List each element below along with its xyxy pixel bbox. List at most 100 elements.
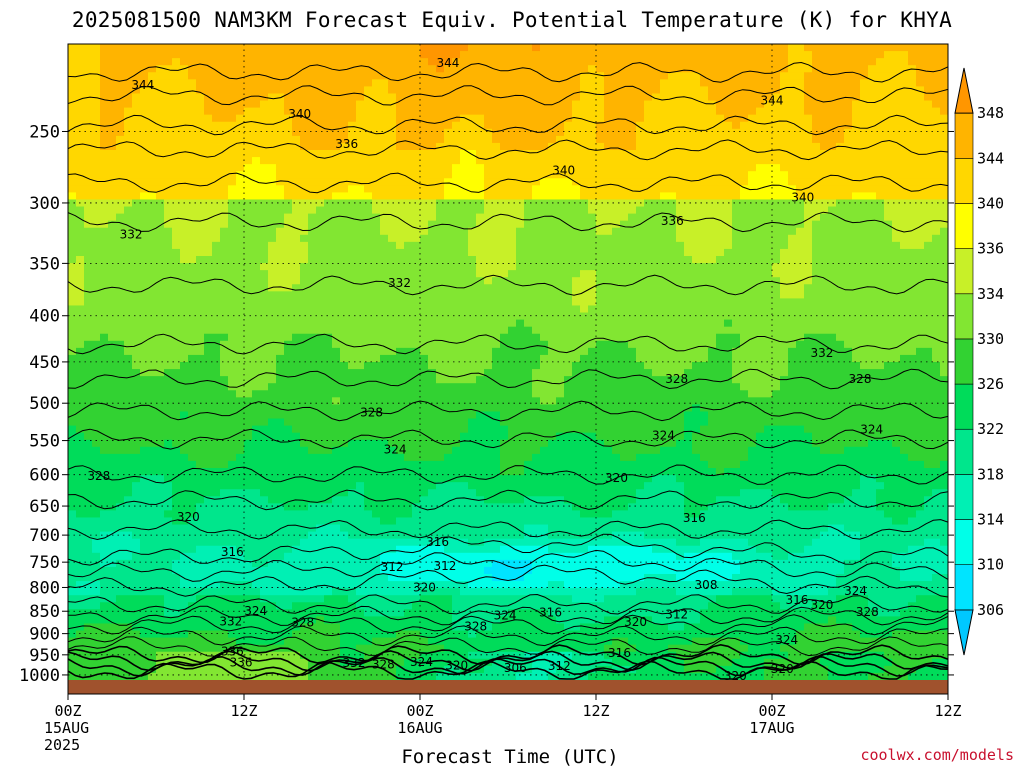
field-cell (404, 185, 413, 193)
field-cell (212, 517, 221, 526)
field-cell (92, 107, 101, 116)
field-cell (492, 418, 501, 427)
field-cell (148, 404, 157, 413)
field-cell (212, 298, 221, 307)
field-cell (452, 404, 461, 413)
field-cell (84, 270, 93, 278)
field-cell (284, 362, 293, 370)
field-cell (460, 411, 469, 420)
field-cell (372, 404, 381, 413)
field-cell (292, 658, 301, 667)
field-cell (148, 51, 157, 59)
field-cell (228, 51, 237, 59)
field-cell (204, 248, 213, 257)
field-cell (132, 326, 141, 335)
field-cell (476, 305, 485, 314)
field-cell (508, 185, 517, 193)
field-cell (188, 135, 197, 144)
field-cell (380, 496, 389, 504)
field-cell (172, 581, 181, 589)
field-cell (180, 545, 189, 554)
field-cell (84, 164, 93, 172)
field-cell (436, 623, 445, 632)
field-cell (124, 616, 133, 625)
field-cell (356, 340, 365, 349)
field-cell (236, 630, 245, 639)
field-cell (332, 588, 341, 596)
field-cell (308, 446, 317, 455)
field-cell (180, 475, 189, 483)
field-cell (68, 390, 77, 398)
field-cell (84, 312, 93, 321)
field-cell (148, 192, 157, 201)
field-cell (436, 65, 445, 73)
field-cell (476, 665, 485, 674)
field-cell (364, 397, 373, 405)
field-cell (108, 263, 117, 271)
field-cell (460, 312, 469, 321)
field-cell (236, 72, 245, 80)
field-cell (76, 178, 85, 186)
field-cell (348, 503, 357, 511)
field-cell (372, 291, 381, 299)
field-cell (484, 651, 493, 660)
field-cell (228, 390, 237, 398)
field-cell (380, 241, 389, 250)
field-cell (68, 545, 77, 554)
field-cell (252, 432, 261, 441)
field-cell (220, 135, 229, 144)
field-cell (332, 107, 341, 116)
field-cell (308, 411, 317, 420)
field-cell (92, 630, 101, 639)
field-cell (460, 157, 469, 165)
field-cell (308, 157, 317, 165)
field-cell (316, 319, 325, 328)
field-cell (268, 347, 277, 356)
field-cell (236, 185, 245, 193)
field-cell (308, 552, 317, 561)
field-cell (164, 651, 173, 660)
field-cell (316, 291, 325, 299)
field-cell (284, 79, 293, 87)
field-cell (276, 298, 285, 307)
field-cell (76, 354, 85, 363)
field-cell (180, 185, 189, 193)
field-cell (252, 566, 261, 575)
field-cell (476, 531, 485, 540)
field-cell (188, 390, 197, 398)
field-cell (196, 164, 205, 172)
field-cell (188, 227, 197, 236)
field-cell (340, 128, 349, 137)
field-cell (300, 114, 309, 123)
field-cell (76, 234, 85, 243)
field-cell (492, 439, 501, 448)
field-cell (284, 220, 293, 229)
field-cell (404, 566, 413, 575)
field-cell (124, 482, 133, 490)
field-cell (84, 460, 93, 469)
field-cell (436, 248, 445, 257)
field-cell (108, 298, 117, 307)
field-cell (236, 270, 245, 278)
field-cell (500, 658, 509, 667)
field-cell (500, 524, 509, 533)
field-cell (156, 114, 165, 123)
field-cell (292, 248, 301, 257)
field-cell (68, 418, 77, 427)
field-cell (492, 319, 501, 328)
field-cell (396, 270, 405, 278)
field-cell (324, 100, 333, 109)
field-cell (388, 58, 397, 66)
field-cell (332, 623, 341, 632)
field-cell (324, 241, 333, 250)
field-cell (116, 298, 125, 307)
field-cell (452, 256, 461, 264)
field-cell (276, 376, 285, 384)
field-cell (124, 397, 133, 405)
field-cell (380, 397, 389, 405)
field-cell (484, 552, 493, 561)
field-cell (108, 425, 117, 434)
field-cell (412, 234, 421, 243)
field-cell (284, 390, 293, 398)
field-cell (500, 263, 509, 271)
